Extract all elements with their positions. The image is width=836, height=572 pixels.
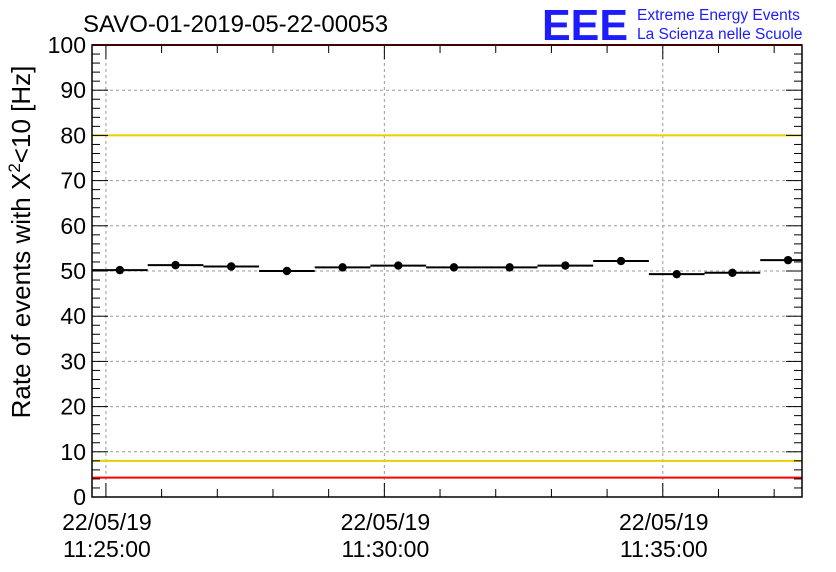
- y-tick-label: 50: [60, 258, 86, 284]
- y-tick-label: 100: [48, 32, 86, 58]
- x-tick-label-date: 22/05/19: [619, 509, 709, 535]
- data-point: [561, 261, 570, 270]
- eee-logo: EEE Extreme Energy Events La Scienza nel…: [542, 1, 802, 50]
- logo-line-2: La Scienza nelle Scuole: [637, 26, 802, 43]
- x-tick-label-time: 11:35:00: [620, 536, 708, 562]
- data-point: [171, 260, 180, 270]
- data-point: [616, 256, 626, 266]
- y-tick-label: 0: [73, 484, 86, 510]
- y-tick-label: 10: [60, 439, 86, 465]
- axes: 010203040506070809010022/05/1911:25:0022…: [48, 32, 803, 562]
- y-tick-label: 40: [60, 303, 86, 329]
- grid: [92, 45, 802, 497]
- x-tick-label-date: 22/05/19: [62, 509, 152, 535]
- data-point: [728, 268, 737, 278]
- chart-title: SAVO-01-2019-05-22-00053: [83, 11, 388, 38]
- y-axis-label-superscript: 2: [5, 163, 24, 172]
- data-series: [92, 255, 802, 279]
- data-point: [227, 262, 236, 271]
- x-tick-label-time: 11:25:00: [63, 536, 151, 562]
- y-tick-label: 30: [60, 348, 86, 374]
- logo-line-1: Extreme Energy Events: [637, 7, 800, 24]
- y-tick-label: 70: [60, 168, 86, 194]
- y-tick-label: 60: [60, 213, 86, 239]
- y-axis-label-suffix: <10 [Hz]: [6, 66, 36, 164]
- reference-lines: [92, 44, 802, 479]
- x-tick-label-time: 11:30:00: [341, 536, 429, 562]
- y-axis-label: Rate of events with X2<10 [Hz]: [5, 66, 36, 419]
- y-axis-label-prefix: Rate of events with X: [6, 173, 36, 419]
- eee-logo-mark: EEE: [542, 1, 628, 50]
- data-point: [394, 261, 403, 270]
- y-tick-label: 90: [60, 77, 86, 103]
- data-point: [505, 263, 514, 272]
- data-point: [672, 269, 681, 279]
- data-point: [115, 265, 125, 275]
- data-point: [282, 266, 292, 276]
- data-point: [783, 255, 793, 265]
- y-tick-label: 20: [60, 394, 86, 420]
- x-tick-label-date: 22/05/19: [341, 509, 431, 535]
- data-point: [338, 263, 347, 272]
- y-tick-label: 80: [60, 122, 86, 148]
- data-point: [449, 263, 459, 272]
